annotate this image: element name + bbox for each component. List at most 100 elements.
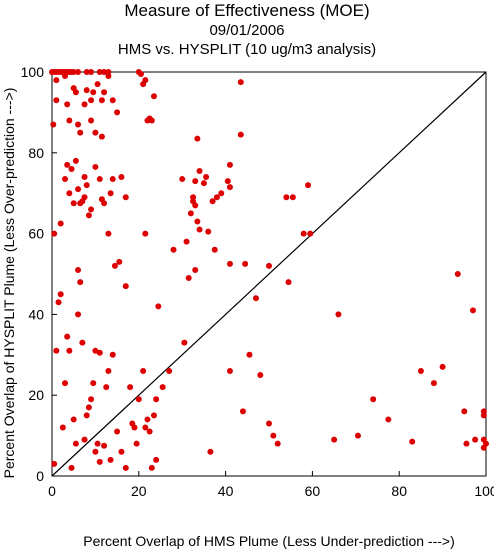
data-point [118, 174, 125, 181]
x-tick-label: 100 [474, 483, 494, 499]
data-point [205, 228, 212, 235]
data-point [307, 230, 314, 237]
data-point [192, 266, 199, 273]
data-point [90, 89, 97, 96]
data-point [153, 396, 160, 403]
data-point [472, 436, 479, 443]
data-point [183, 238, 190, 245]
chart-date: 09/01/2006 [209, 22, 285, 39]
data-point [72, 157, 79, 164]
data-point [142, 77, 149, 84]
data-point [62, 380, 69, 387]
data-point [83, 87, 90, 94]
data-point [70, 416, 77, 423]
data-point [155, 303, 162, 310]
data-point [66, 117, 73, 124]
data-point [72, 89, 79, 96]
x-axis: 0 20 40 60 80 100 [48, 471, 494, 499]
data-point [122, 283, 129, 290]
data-point [88, 69, 95, 75]
data-point [105, 230, 112, 237]
data-point [75, 266, 82, 273]
data-point [335, 311, 342, 318]
data-point [144, 416, 151, 423]
data-point [96, 458, 103, 465]
y-axis-label: Percent Overlap of HYSPLIT Plume (Less O… [1, 87, 17, 479]
data-point [190, 194, 197, 201]
data-point [92, 129, 99, 136]
data-point [88, 396, 95, 403]
data-point [116, 258, 123, 265]
data-point [105, 367, 112, 374]
data-point [140, 367, 147, 374]
data-point [59, 424, 66, 431]
data-point [118, 448, 125, 455]
data-point [242, 260, 249, 267]
data-point [75, 121, 82, 128]
data-point [83, 182, 90, 189]
data-point [463, 440, 470, 447]
data-point [142, 424, 149, 431]
data-point [107, 190, 114, 197]
data-point [90, 380, 97, 387]
data-point [285, 279, 292, 286]
data-point [107, 456, 114, 463]
data-points [49, 69, 489, 471]
data-point [239, 408, 246, 415]
data-point [257, 372, 264, 378]
data-point [81, 174, 88, 181]
data-point [101, 442, 108, 449]
x-tick-label: 0 [48, 483, 56, 499]
data-point [127, 384, 134, 391]
data-point [194, 218, 201, 225]
data-point [64, 101, 71, 108]
data-point [57, 291, 64, 298]
data-point [72, 440, 79, 447]
data-point [385, 416, 392, 423]
y-tick-label: 100 [21, 64, 45, 80]
data-point [148, 117, 155, 124]
data-point [200, 180, 207, 187]
data-point [70, 200, 77, 207]
data-point [469, 307, 476, 314]
data-point [85, 404, 92, 411]
data-point [66, 190, 73, 197]
data-point [92, 163, 99, 170]
data-point [270, 432, 277, 439]
data-point [305, 182, 312, 189]
data-point [98, 133, 105, 140]
data-point [64, 333, 71, 340]
data-point [109, 97, 116, 104]
diagonal-line [51, 71, 487, 477]
y-tick-label: 60 [28, 226, 44, 242]
data-point [53, 77, 60, 84]
x-tick-label: 20 [131, 483, 147, 499]
data-point [101, 89, 108, 96]
data-point [430, 380, 437, 387]
chart-subtitle: HMS vs. HYSPLIT (10 ug/m3 analysis) [117, 41, 377, 58]
data-point [354, 432, 361, 439]
data-point [53, 347, 60, 354]
data-point [300, 230, 307, 237]
data-point [103, 384, 110, 391]
data-point [70, 69, 77, 75]
data-point [213, 194, 220, 201]
data-point [111, 262, 118, 269]
data-point [289, 194, 296, 201]
data-point [218, 190, 225, 197]
data-point [166, 367, 173, 374]
data-point [454, 271, 461, 277]
data-point [192, 178, 199, 185]
y-tick-label: 0 [36, 468, 44, 484]
data-point [53, 97, 60, 104]
data-point [81, 101, 88, 108]
data-point [85, 212, 92, 219]
data-point [88, 97, 95, 104]
data-point [226, 161, 233, 168]
data-point [211, 246, 218, 253]
data-point [94, 81, 101, 88]
data-point [122, 194, 129, 201]
plot-frame [51, 71, 487, 477]
data-point [439, 363, 446, 370]
